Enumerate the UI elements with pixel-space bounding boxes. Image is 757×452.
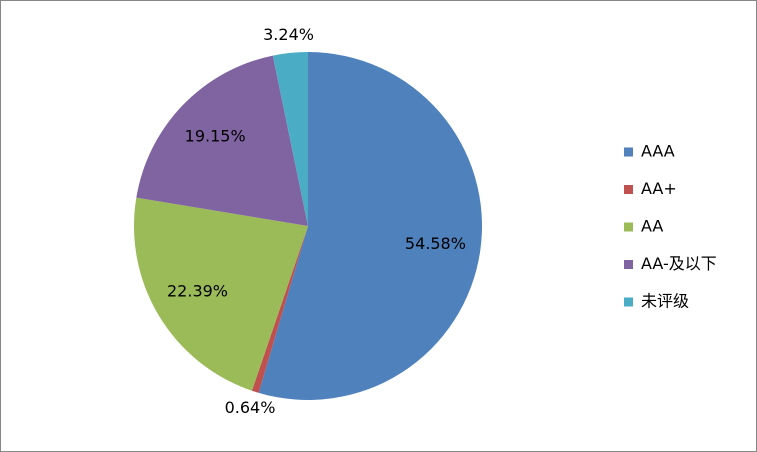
legend-label: 未评级 <box>641 292 689 311</box>
pie-slice <box>136 55 308 226</box>
data-label: 3.24% <box>263 25 314 44</box>
pie-slice <box>251 226 308 393</box>
pie-slice <box>258 52 482 400</box>
pie-slice <box>133 197 308 391</box>
legend-swatch <box>624 185 633 194</box>
legend-swatch <box>624 222 633 232</box>
legend-swatch <box>624 297 633 307</box>
data-label: 19.15% <box>185 126 246 145</box>
legend-label: AA+ <box>641 179 677 198</box>
pie-slice <box>272 52 308 226</box>
data-label: 0.64% <box>225 398 276 417</box>
legend-swatch <box>624 147 633 157</box>
legend-label: AAA <box>641 142 675 161</box>
legend-swatch <box>624 260 633 269</box>
legend-label: AA-及以下 <box>641 254 717 273</box>
legend-label: AA <box>641 217 663 236</box>
data-label: 22.39% <box>167 282 228 301</box>
data-label: 54.58% <box>405 234 466 253</box>
